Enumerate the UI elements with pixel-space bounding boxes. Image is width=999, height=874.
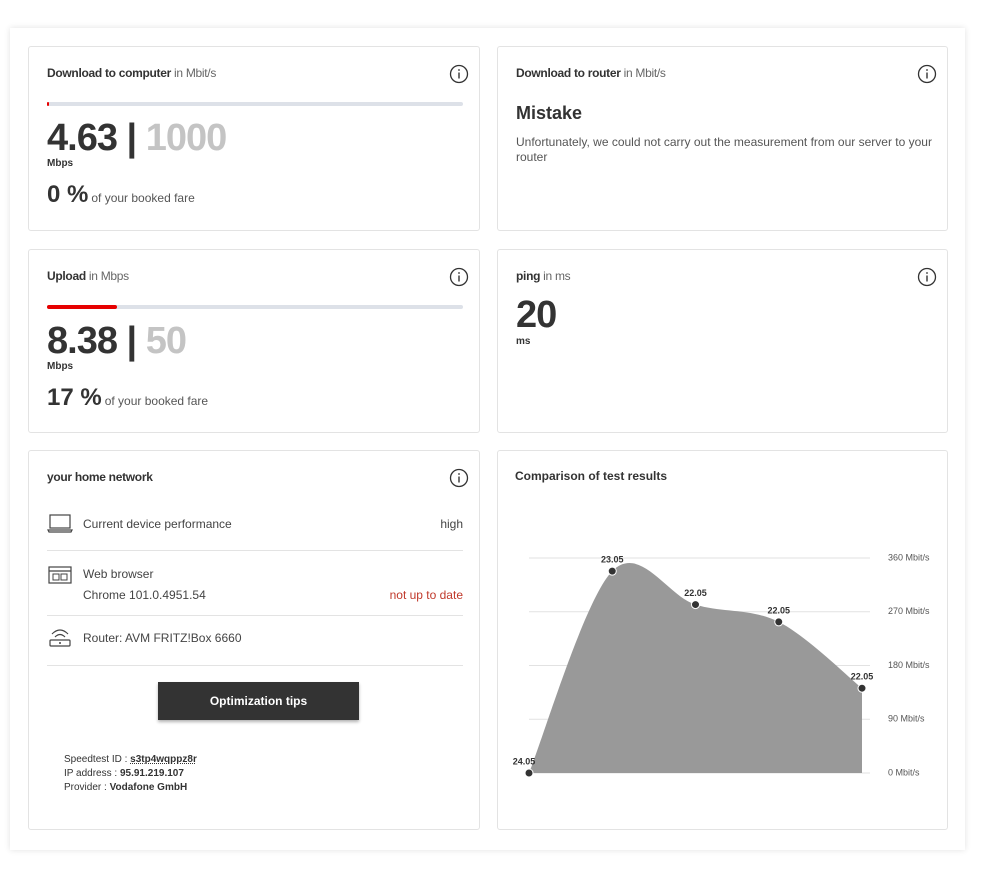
point xyxy=(524,768,534,778)
speed: 8.38 | 50 xyxy=(47,320,187,363)
item-status: not up to date xyxy=(389,588,463,602)
meta-value: 95.91.219.107 xyxy=(119,768,184,779)
meta-value: Vodafone GmbH xyxy=(109,782,188,793)
info-icon[interactable] xyxy=(449,64,469,84)
chart-card: Comparison of test results 0 Mbit/s 90 Mb… xyxy=(497,450,948,830)
title: your home network xyxy=(47,470,153,484)
title: Download to router xyxy=(516,66,621,80)
item-status: high xyxy=(440,517,463,531)
meta-value: s3tp4wqppz8r xyxy=(130,754,197,765)
title: Upload xyxy=(47,269,86,283)
separator: | xyxy=(126,117,138,159)
item-detail: Chrome 101.0.4951.54 xyxy=(83,588,206,602)
info-icon[interactable] xyxy=(917,267,937,287)
meta-line: IP address : 95.91.219.107 xyxy=(64,768,184,779)
device-row: Current device performance high xyxy=(47,514,463,537)
unit: in Mbit/s xyxy=(174,66,217,80)
router-icon xyxy=(49,629,71,647)
item-label: Current device performance xyxy=(83,517,232,531)
separator: | xyxy=(126,320,138,362)
info-icon[interactable] xyxy=(449,267,469,287)
browser-row: Web browser Chrome 101.0.4951.54 not up … xyxy=(47,566,463,607)
unit: in Mbps xyxy=(88,269,129,283)
meta-label: Speedtest ID : xyxy=(64,754,128,765)
home-network-card: your home network Current device perform… xyxy=(28,450,480,830)
speed-max: 1000 xyxy=(145,117,228,159)
speed-value: 4.63 xyxy=(47,117,118,159)
card-title: Upload in Mbps xyxy=(47,269,129,283)
point-label: 23.05 xyxy=(601,555,624,565)
point xyxy=(607,566,617,576)
ping-value: 20 xyxy=(516,294,557,336)
card-title: ping in ms xyxy=(516,269,571,283)
unit: in Mbit/s xyxy=(623,66,666,80)
divider xyxy=(47,550,463,551)
speed-unit: Mbps xyxy=(47,158,74,169)
meta-line: Provider : Vodafone GmbH xyxy=(64,782,187,793)
browser-icon xyxy=(48,566,72,584)
point-label: 24.05 xyxy=(513,756,536,766)
speed-unit: Mbps xyxy=(47,361,74,372)
area xyxy=(529,563,862,773)
y-tick-label: 90 Mbit/s xyxy=(888,714,925,724)
point xyxy=(857,683,867,693)
percent-note: of your booked fare xyxy=(104,394,209,408)
percent: 0 % xyxy=(47,181,89,208)
router-row: Router: AVM FRITZ!Box 6660 xyxy=(47,629,463,651)
info-icon[interactable] xyxy=(449,468,469,488)
point-label: 22.05 xyxy=(767,605,790,615)
item-label: Web browser xyxy=(83,567,154,581)
info-icon[interactable] xyxy=(917,64,937,84)
point xyxy=(774,617,784,627)
divider xyxy=(47,615,463,616)
card-title: your home network xyxy=(47,470,153,484)
chart: Comparison of test results 0 Mbit/s 90 Mb… xyxy=(513,469,930,778)
router-card: Download to router in Mbit/s Mistake Unf… xyxy=(497,46,948,231)
ping-card: ping in ms 20 ms xyxy=(497,249,948,433)
point xyxy=(691,600,700,610)
item-label: Router: AVM FRITZ!Box 6660 xyxy=(83,631,242,645)
percent-row: 0 % of your booked fare xyxy=(47,181,195,209)
percent-note: of your booked fare xyxy=(91,191,195,205)
chart-title: Comparison of test results xyxy=(515,469,667,483)
card-title: Download to router in Mbit/s xyxy=(516,66,666,80)
progress-track xyxy=(47,305,463,309)
speed: 4.63 | 1000 xyxy=(47,117,228,160)
error-message: Unfortunately, we could not carry out th… xyxy=(516,135,932,164)
download-card: Download to computer in Mbit/s 4.63 | 10… xyxy=(28,46,480,231)
divider xyxy=(47,665,463,666)
title: ping xyxy=(516,269,541,283)
ping-unit: ms xyxy=(516,336,531,347)
meta-line: Speedtest ID : s3tp4wqppz8r xyxy=(64,754,197,765)
unit: in ms xyxy=(543,269,571,283)
progress-fill xyxy=(47,305,117,309)
laptop-icon xyxy=(47,514,73,533)
y-tick-label: 180 Mbit/s xyxy=(888,660,930,670)
point-label: 22.05 xyxy=(684,588,707,598)
y-tick-label: 360 Mbit/s xyxy=(888,552,930,562)
progress-track xyxy=(47,102,463,106)
point-label: 22.05 xyxy=(851,672,874,682)
meta-label: Provider : xyxy=(64,782,107,793)
y-tick-label: 0 Mbit/s xyxy=(888,767,920,777)
optimization-button[interactable]: Optimization tips xyxy=(158,682,359,720)
percent: 17 % xyxy=(47,384,102,411)
meta-label: IP address : xyxy=(64,768,118,779)
speed-max: 50 xyxy=(145,320,187,362)
card-title: Download to computer in Mbit/s xyxy=(47,66,216,80)
upload-card: Upload in Mbps 8.38 | 50 Mbps 17 % of you… xyxy=(28,249,480,433)
percent-row: 17 % of your booked fare xyxy=(47,384,208,412)
y-tick-label: 270 Mbit/s xyxy=(888,606,930,616)
speed-value: 8.38 xyxy=(47,320,118,362)
error-heading: Mistake xyxy=(516,103,583,123)
title: Download to computer xyxy=(47,66,171,80)
progress-fill xyxy=(47,102,49,106)
